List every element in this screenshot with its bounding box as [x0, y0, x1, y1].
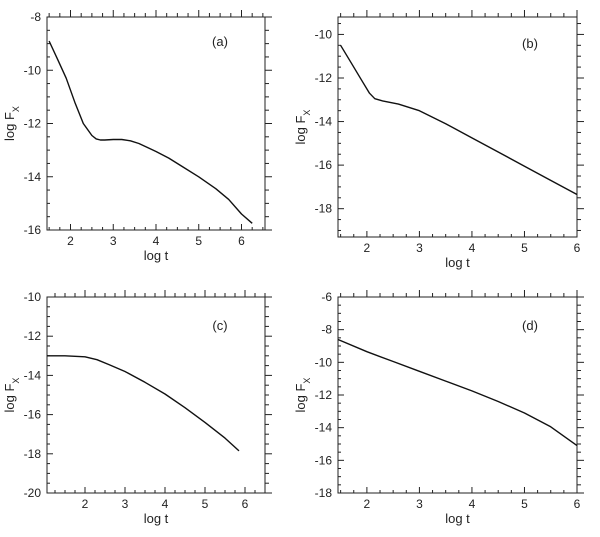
- y-tick-label: -16: [24, 223, 42, 237]
- x-tick-label: 4: [153, 234, 160, 248]
- y-tick-label: -10: [315, 355, 333, 369]
- y-tick-label: -12: [315, 71, 333, 85]
- panel-label: (d): [522, 318, 538, 333]
- x-tick-label: 4: [469, 497, 476, 511]
- x-tick-label: 2: [364, 241, 371, 255]
- x-tick-label: 2: [82, 497, 89, 511]
- x-tick-label: 5: [521, 241, 528, 255]
- panel-d: 2 3 4 5 6 -18 -16 -14 -12 -10 -8 -6 log t log FX (d): [293, 290, 584, 526]
- y-tick-label: -12: [24, 329, 42, 343]
- x-tick-label: 6: [574, 241, 581, 255]
- y-tick-label: -10: [24, 63, 42, 77]
- x-tick-label: 3: [416, 497, 423, 511]
- series-line: [47, 355, 240, 452]
- panel-b: 2 3 4 5 6 -18 -16 -14 -12 -10 log t log FX (b): [293, 10, 584, 270]
- x-tick-label: 6: [238, 234, 245, 248]
- x-tick-label: 4: [469, 241, 476, 255]
- y-tick-label: -16: [24, 408, 42, 422]
- x-tick-label: 3: [122, 497, 129, 511]
- y-axis-label: log FX: [293, 378, 312, 413]
- y-tick-label: -12: [24, 117, 42, 131]
- plot-frame: [46, 296, 266, 494]
- y-tick-label: -8: [321, 323, 332, 337]
- x-axis-label: log t: [144, 511, 169, 526]
- series-line: [48, 40, 253, 224]
- y-tick-label: -18: [24, 447, 42, 461]
- y-tick-label: -6: [321, 290, 332, 304]
- x-tick-label: 3: [110, 234, 117, 248]
- y-tick-label: -18: [315, 486, 333, 500]
- y-tick-label: -14: [24, 368, 42, 382]
- panel-label: (c): [212, 318, 227, 333]
- series-line: [340, 44, 578, 196]
- panel-label: (b): [522, 36, 538, 51]
- plot-frame: [337, 16, 578, 238]
- y-axis-label: log FX: [2, 378, 21, 413]
- panel-a: 2 3 4 5 6 -16 -14 -12 -10 -8 log t log FX (a): [2, 10, 272, 263]
- y-tick-label: -12: [315, 388, 333, 402]
- panel-c: 2 3 4 5 6 -20 -18 -16 -14 -12 -10 log t log FX (c): [2, 290, 272, 526]
- y-axis-label: log FX: [293, 110, 312, 145]
- x-tick-label: 5: [521, 497, 528, 511]
- plot-frame: [46, 16, 266, 231]
- series-line: [337, 338, 578, 447]
- y-tick-label: -10: [315, 27, 333, 41]
- x-tick-label: 5: [195, 234, 202, 248]
- y-axis-label: log FX: [2, 106, 21, 141]
- x-axis-label: log t: [445, 255, 470, 270]
- y-tick-label: -20: [24, 486, 42, 500]
- x-tick-label: 3: [416, 241, 423, 255]
- y-tick-label: -14: [24, 170, 42, 184]
- x-axis-label: log t: [445, 511, 470, 526]
- x-tick-label: 4: [162, 497, 169, 511]
- y-tick-label: -14: [315, 421, 333, 435]
- y-tick-label: -10: [24, 290, 42, 304]
- x-tick-label: 5: [202, 497, 209, 511]
- y-tick-label: -16: [315, 453, 333, 467]
- x-tick-label: 2: [364, 497, 371, 511]
- x-axis-label: log t: [144, 248, 169, 263]
- plot-frame: [337, 296, 578, 494]
- y-tick-label: -8: [30, 10, 41, 24]
- panel-label: (a): [212, 34, 228, 49]
- y-tick-label: -18: [315, 202, 333, 216]
- x-tick-label: 6: [242, 497, 249, 511]
- x-tick-label: 2: [67, 234, 74, 248]
- y-tick-label: -14: [315, 115, 333, 129]
- x-tick-label: 6: [574, 497, 581, 511]
- y-tick-label: -16: [315, 158, 333, 172]
